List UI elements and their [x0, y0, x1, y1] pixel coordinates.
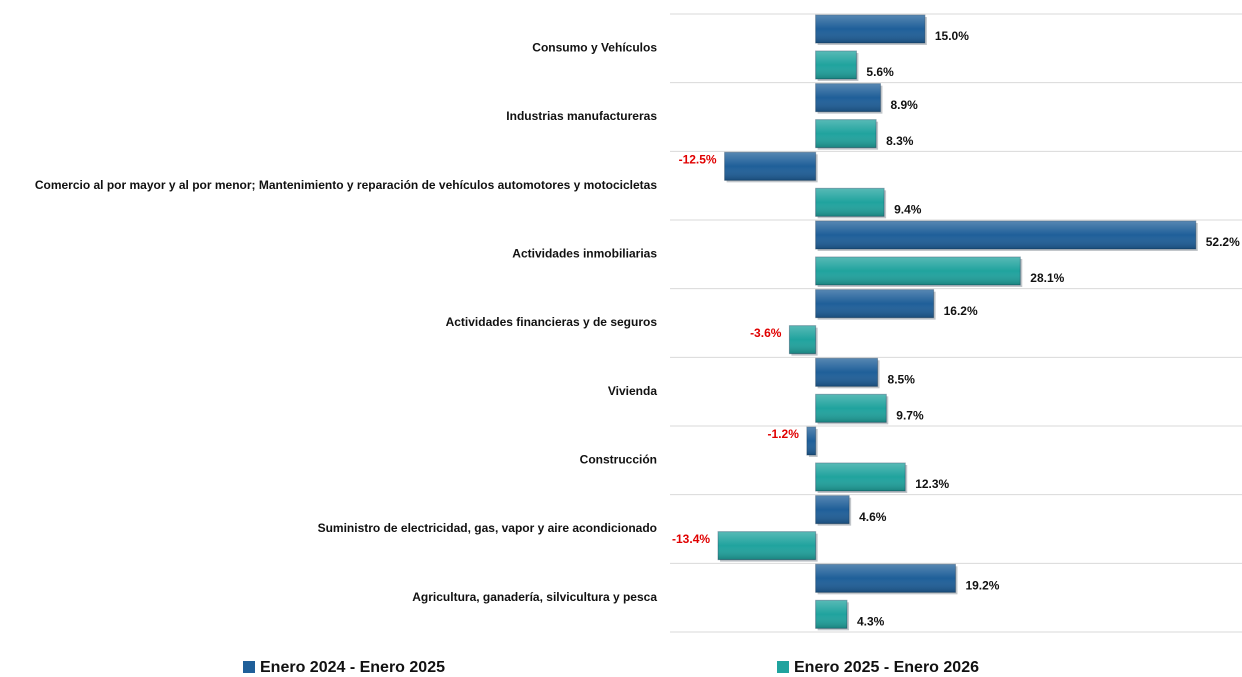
- value-label: 9.7%: [896, 409, 924, 423]
- bar-gloss: [815, 221, 1196, 249]
- bar-gloss: [815, 15, 925, 43]
- legend-swatch: [243, 661, 255, 673]
- bar-gloss: [815, 358, 878, 387]
- bar-gloss: [724, 152, 816, 181]
- value-label: 8.9%: [890, 98, 918, 112]
- value-label: 52.2%: [1206, 235, 1240, 249]
- value-label: 8.3%: [886, 134, 914, 148]
- category-label: Consumo y Vehículos: [532, 41, 657, 55]
- bar-gloss: [815, 257, 1021, 285]
- value-label: -12.5%: [679, 153, 717, 167]
- category-label: Agricultura, ganadería, silvicultura y p…: [412, 590, 657, 604]
- legend-swatch: [777, 661, 789, 673]
- value-label: -13.4%: [672, 532, 710, 546]
- bar-gloss: [815, 188, 885, 217]
- value-label: 5.6%: [866, 65, 894, 79]
- value-label: 12.3%: [915, 477, 949, 491]
- value-label: 9.4%: [894, 203, 922, 217]
- value-label: 15.0%: [935, 29, 969, 43]
- category-label: Construcción: [580, 453, 657, 467]
- bar-gloss: [806, 427, 816, 455]
- value-label: -1.2%: [768, 427, 800, 441]
- bar-gloss: [789, 325, 816, 354]
- value-label: 28.1%: [1030, 271, 1064, 285]
- bar-gloss: [815, 289, 934, 318]
- value-label: -3.6%: [750, 326, 782, 340]
- bar-gloss: [718, 531, 816, 560]
- legend-label: Enero 2025 - Enero 2026: [794, 659, 979, 676]
- value-label: 4.3%: [857, 615, 885, 629]
- legend-label: Enero 2024 - Enero 2025: [260, 659, 445, 676]
- bar-gloss: [815, 463, 906, 491]
- bar-gloss: [815, 600, 847, 629]
- category-label: Actividades financieras y de seguros: [446, 315, 658, 329]
- value-label: 16.2%: [944, 304, 978, 318]
- value-label: 19.2%: [965, 579, 999, 593]
- category-label: Vivienda: [608, 384, 657, 398]
- bar-gloss: [815, 394, 887, 423]
- category-label: Industrias manufactureras: [506, 109, 657, 123]
- bar-gloss: [815, 495, 850, 524]
- bar-gloss: [815, 119, 877, 148]
- value-label: 4.6%: [859, 510, 887, 524]
- bar-gloss: [815, 83, 881, 112]
- bar-gloss: [815, 564, 956, 593]
- category-label: Suministro de electricidad, gas, vapor y…: [318, 521, 657, 535]
- category-label: Actividades inmobiliarias: [512, 247, 657, 261]
- bar-gloss: [815, 51, 857, 79]
- category-label: Comercio al por mayor y al por menor; Ma…: [35, 178, 657, 192]
- value-label: 8.5%: [888, 373, 916, 387]
